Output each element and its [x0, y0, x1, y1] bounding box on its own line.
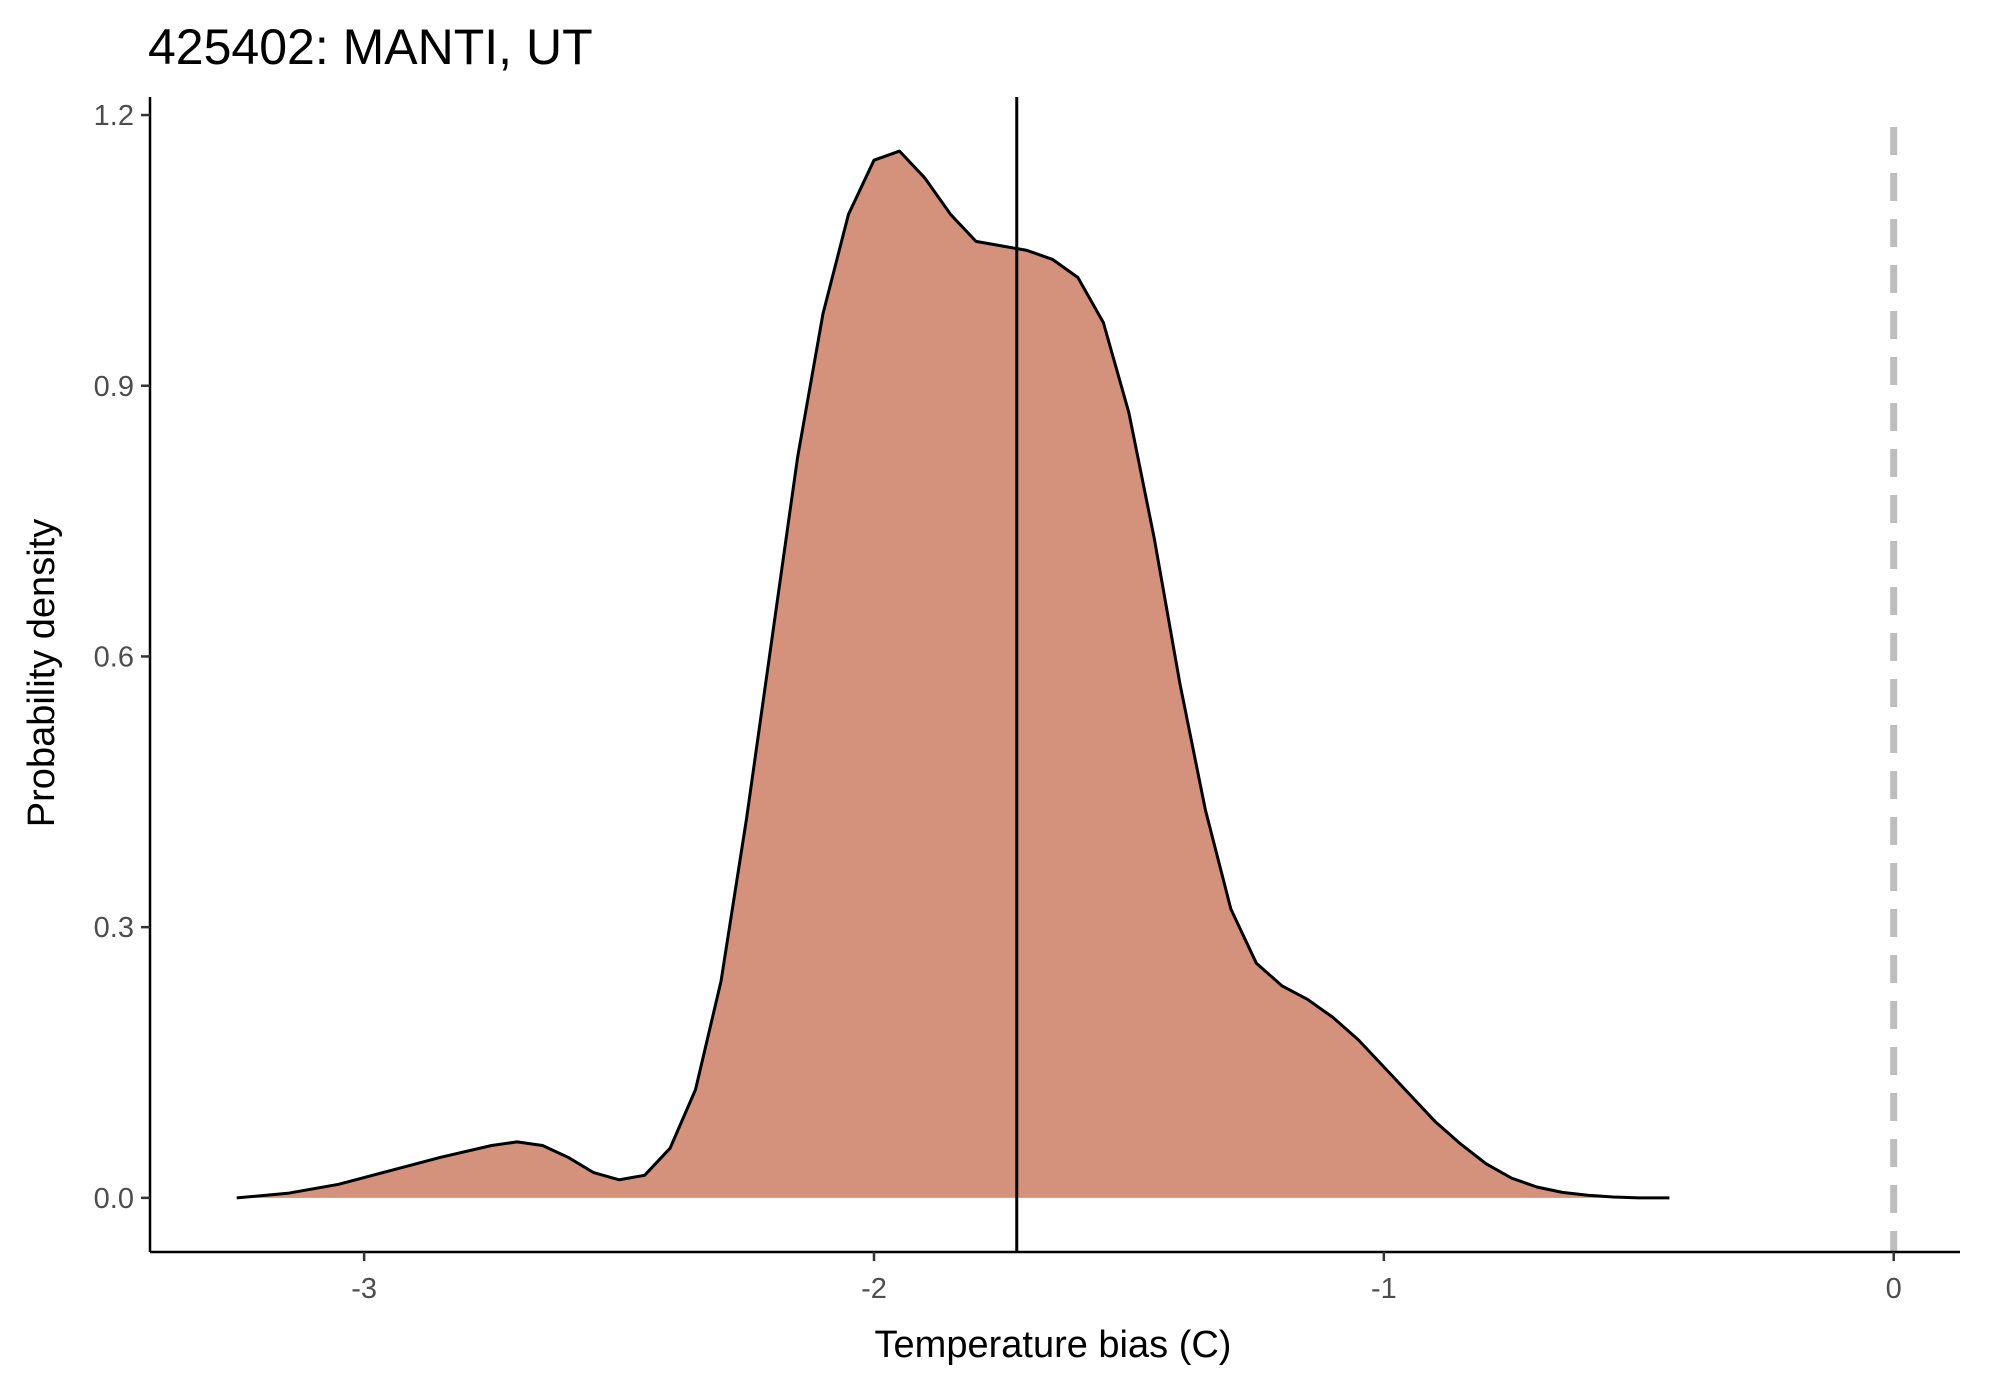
y-tick-label: 0.6 [94, 641, 134, 673]
density-curve [236, 149, 1670, 1200]
x-tick-label: -2 [861, 1273, 887, 1305]
x-axis-title: Temperature bias (C) [875, 1324, 1232, 1366]
y-tick-label: 0.3 [94, 912, 134, 944]
y-axis-title: Probability density [21, 519, 63, 827]
y-axis-ticks: 0.0 0.3 0.6 0.9 1.2 [94, 100, 150, 1215]
plot-area [236, 97, 1898, 1252]
y-tick-label: 0.9 [94, 371, 134, 403]
chart-title: 425402: MANTI, UT [148, 19, 593, 75]
y-tick-label: 0.0 [94, 1183, 134, 1215]
x-tick-label: -1 [1371, 1273, 1397, 1305]
y-tick-label: 1.2 [94, 100, 134, 132]
density-area [236, 151, 1670, 1198]
x-tick-label: -3 [351, 1273, 377, 1305]
x-axis-ticks: -3 -2 -1 0 [351, 1252, 1902, 1305]
x-tick-label: 0 [1886, 1273, 1902, 1305]
